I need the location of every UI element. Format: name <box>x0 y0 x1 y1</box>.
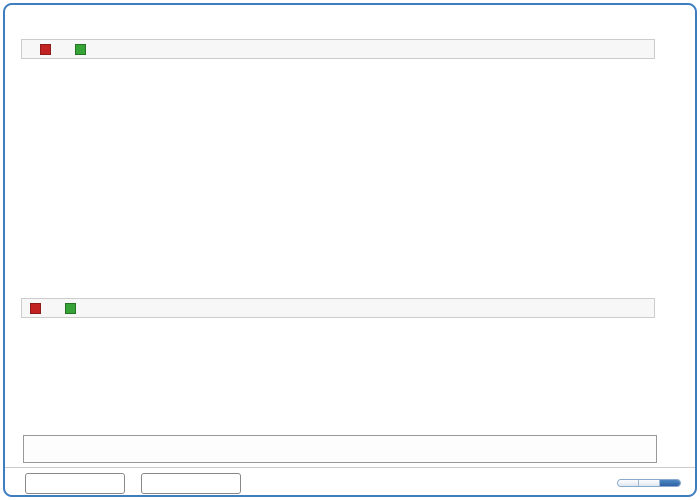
zoom-button-group <box>617 479 681 487</box>
created-swatch-icon <box>40 43 51 55</box>
from-date-input[interactable] <box>25 472 125 494</box>
report-panel <box>3 3 697 497</box>
issues-summary <box>669 13 681 27</box>
bottom-chart-legend <box>21 298 655 318</box>
top-chart-legend <box>21 39 655 59</box>
zoom-controls <box>609 479 681 487</box>
created-swatch-icon <box>30 302 41 314</box>
cumulative-chart[interactable] <box>23 61 657 301</box>
zoom-6months-button[interactable] <box>638 480 659 486</box>
to-date-input[interactable] <box>141 472 241 494</box>
bottom-chart-y-axis <box>661 320 700 432</box>
daily-bars-chart[interactable] <box>23 320 657 434</box>
zoom-ytd-button[interactable] <box>618 480 638 486</box>
resolved-swatch-icon <box>65 302 76 314</box>
date-range-controls <box>19 472 251 494</box>
navigator-range-selector[interactable] <box>23 435 657 463</box>
resolved-swatch-icon <box>75 43 86 55</box>
footer-toolbar <box>5 467 695 496</box>
zoom-max-button[interactable] <box>659 480 680 486</box>
report-header <box>21 13 681 35</box>
top-chart-y-axis <box>661 61 700 283</box>
